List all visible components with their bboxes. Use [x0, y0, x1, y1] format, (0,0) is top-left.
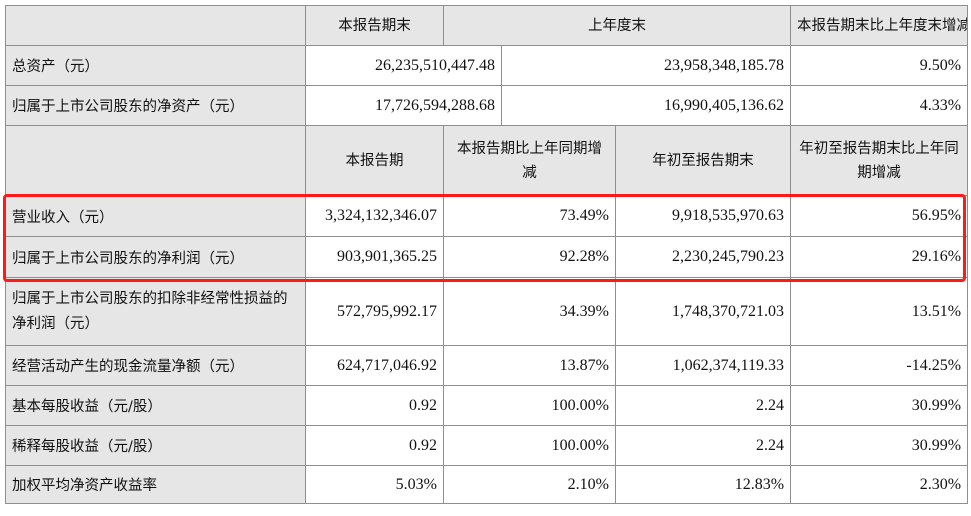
header-prior-year-end: 上年度末 [442, 5, 792, 46]
cell-value: 30.99% [790, 385, 969, 426]
cell-value: 2.24 [614, 425, 792, 466]
cell-value: 29.16% [790, 236, 969, 278]
table-row: 经营活动产生的现金流量净额（元） 624,717,046.92 13.87% 1… [5, 345, 969, 386]
table-row: 基本每股收益（元/股） 0.92 100.00% 2.24 30.99% [5, 385, 969, 426]
cell-value: 2.30% [790, 465, 969, 504]
cell-value: 100.00% [443, 425, 616, 466]
table-row: 归属于上市公司股东的净利润（元） 903,901,365.25 92.28% 2… [5, 236, 969, 278]
cell-value: 2.24 [614, 385, 792, 426]
cell-value: 1,062,374,119.33 [614, 345, 792, 386]
cell-value: 9.50% [790, 45, 969, 86]
cell-value: 0.92 [305, 385, 444, 426]
cell-value: -14.25% [790, 345, 969, 386]
row-label: 稀释每股收益（元/股） [5, 425, 306, 466]
cell-value: 5.03% [305, 465, 444, 504]
cell-value: 13.51% [790, 277, 969, 346]
cell-value: 34.39% [443, 277, 616, 346]
header-period-change: 本报告期末比上年度末增减 [790, 5, 969, 46]
cell-value: 2,230,245,790.23 [614, 236, 792, 278]
cell-value: 26,235,510,447.48 [305, 45, 502, 86]
cell-value: 17,726,594,288.68 [305, 85, 502, 126]
table-row: 归属于上市公司股东的扣除非经常性损益的净利润（元） 572,795,992.17… [5, 277, 969, 346]
cell-value: 903,901,365.25 [305, 236, 444, 278]
row-label: 经营活动产生的现金流量净额（元） [5, 345, 306, 386]
cell-value: 624,717,046.92 [305, 345, 444, 386]
cell-value: 2.10% [443, 465, 616, 504]
cell-value: 3,324,132,346.07 [305, 195, 444, 237]
cell-value: 100.00% [443, 385, 616, 426]
cell-value: 0.92 [305, 425, 444, 466]
row-label: 归属于上市公司股东的净资产（元） [5, 85, 306, 126]
row-label: 归属于上市公司股东的扣除非经常性损益的净利润（元） [5, 277, 306, 346]
table-row: 加权平均净资产收益率 5.03% 2.10% 12.83% 2.30% [5, 465, 969, 504]
mid-header-row: 本报告期 本报告期比上年同期增减 年初至报告期末 年初至报告期末比上年同期增减 [5, 125, 969, 196]
header-corner-cell [5, 5, 306, 46]
financial-data-table: 本报告期末 上年度末 本报告期末比上年度末增减 总资产（元） 26,235,51… [5, 5, 969, 504]
cell-value: 1,748,370,721.03 [614, 277, 792, 346]
cell-value: 9,918,535,970.63 [614, 195, 792, 237]
cell-value: 23,958,348,185.78 [500, 45, 792, 86]
cell-value: 12.83% [614, 465, 792, 504]
header-period-end: 本报告期末 [305, 5, 444, 46]
table-row: 归属于上市公司股东的净资产（元） 17,726,594,288.68 16,99… [5, 85, 969, 126]
cell-value: 73.49% [443, 195, 616, 237]
header-current-period-change: 本报告期比上年同期增减 [443, 125, 616, 196]
top-header-row: 本报告期末 上年度末 本报告期末比上年度末增减 [5, 5, 969, 46]
header-corner-cell [5, 125, 306, 196]
table-row: 总资产（元） 26,235,510,447.48 23,958,348,185.… [5, 45, 969, 86]
header-current-period: 本报告期 [305, 125, 444, 196]
row-label: 营业收入（元） [5, 195, 306, 237]
table-row: 稀释每股收益（元/股） 0.92 100.00% 2.24 30.99% [5, 425, 969, 466]
table-row: 营业收入（元） 3,324,132,346.07 73.49% 9,918,53… [5, 195, 969, 237]
cell-value: 4.33% [790, 85, 969, 126]
row-label: 加权平均净资产收益率 [5, 465, 306, 504]
row-label: 归属于上市公司股东的净利润（元） [5, 236, 306, 278]
header-year-to-date: 年初至报告期末 [614, 125, 792, 196]
row-label: 基本每股收益（元/股） [5, 385, 306, 426]
cell-value: 92.28% [443, 236, 616, 278]
header-year-to-date-change: 年初至报告期末比上年同期增减 [790, 125, 969, 196]
cell-value: 16,990,405,136.62 [500, 85, 792, 126]
cell-value: 13.87% [443, 345, 616, 386]
cell-value: 30.99% [790, 425, 969, 466]
row-label: 总资产（元） [5, 45, 306, 86]
cell-value: 56.95% [790, 195, 969, 237]
cell-value: 572,795,992.17 [305, 277, 444, 346]
